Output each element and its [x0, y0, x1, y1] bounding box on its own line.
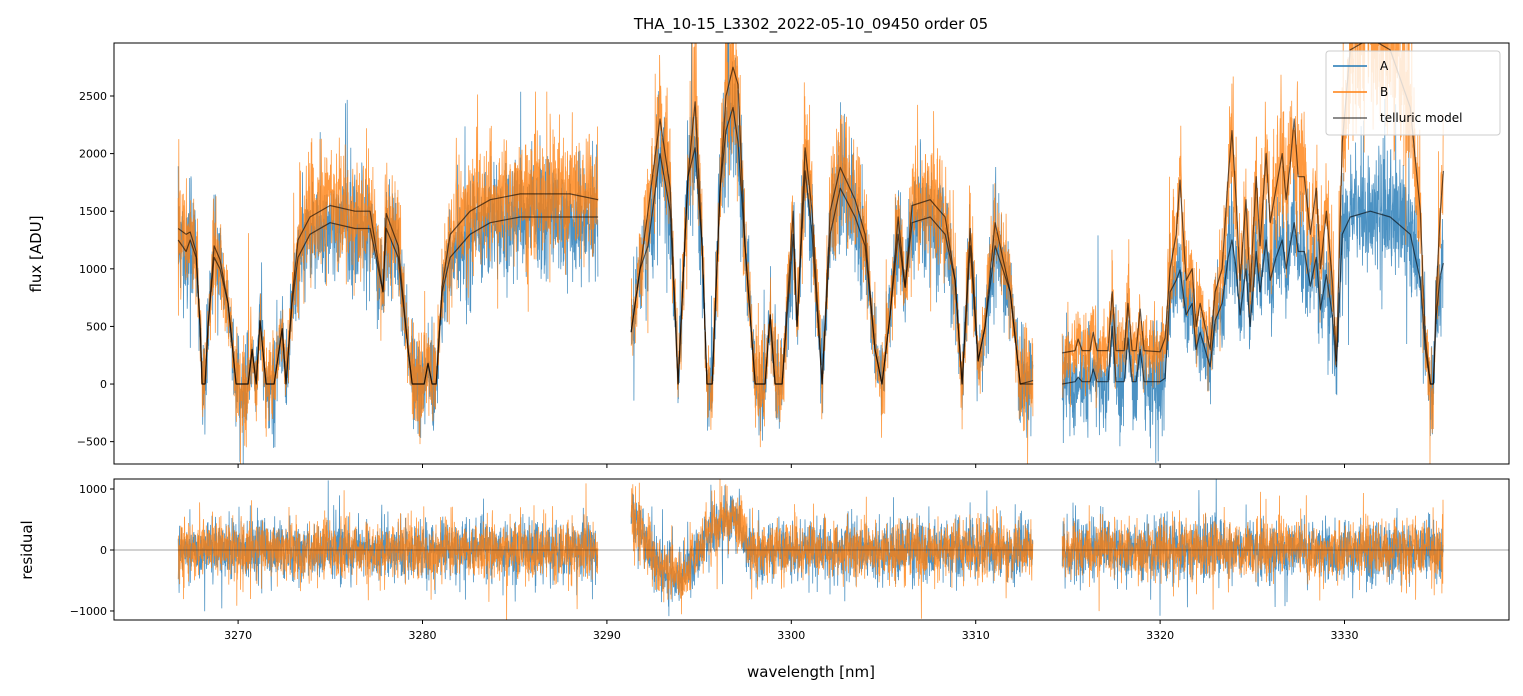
series-b-spectrum [177, 91, 599, 464]
series-a-spectrum [1061, 98, 1444, 464]
series-b-residual [1061, 491, 1444, 612]
telluric-model-line-b [177, 193, 599, 385]
residual-y-tick-label: 1000 [79, 483, 107, 496]
x-tick-label: 3290 [593, 629, 621, 642]
y-axis-label-flux: flux [ADU] [27, 215, 45, 292]
flux-y-tick-label: −500 [77, 436, 107, 449]
spectrum-axes-frame [113, 42, 1510, 465]
telluric-model-line-a [1062, 210, 1444, 385]
flux-y-tick-label: 2500 [79, 90, 107, 103]
series-b-residual [630, 479, 1034, 619]
flux-y-tick-label: 0 [100, 378, 107, 391]
legend-label-a: A [1380, 59, 1389, 73]
flux-y-tick-label: 2000 [79, 148, 107, 161]
x-tick-label: 3300 [777, 629, 805, 642]
series-b-residual [177, 483, 599, 620]
telluric-model-line-b [630, 66, 1034, 385]
chart-title: THA_10-15_L3302_2022-05-10_09450 order 0… [633, 15, 988, 34]
x-tick-label: 3330 [1331, 629, 1359, 642]
axis-ticks: 3270 3280 3290 3300 3310 3320 3330 −500 0 500 1000… [70, 90, 1359, 642]
flux-y-tick-label: 1000 [79, 263, 107, 276]
x-tick-label: 3270 [224, 629, 252, 642]
x-tick-label: 3280 [409, 629, 437, 642]
y-axis-label-residual: residual [18, 520, 36, 579]
legend-label-telluric-model: telluric model [1380, 111, 1462, 125]
residual-y-tick-label: −1000 [70, 605, 107, 618]
x-tick-label: 3310 [962, 629, 990, 642]
legend: A B telluric model [1325, 50, 1501, 136]
x-tick-label: 3320 [1146, 629, 1174, 642]
flux-y-tick-label: 1500 [79, 205, 107, 218]
spectrum-plot-area [177, 43, 1444, 464]
legend-label-b: B [1380, 85, 1388, 99]
residual-plot-area [114, 479, 1509, 620]
flux-y-tick-label: 500 [86, 320, 107, 333]
residual-y-tick-label: 0 [100, 544, 107, 557]
legend-box [1325, 50, 1501, 136]
x-axis-label: wavelength [nm] [747, 663, 875, 681]
